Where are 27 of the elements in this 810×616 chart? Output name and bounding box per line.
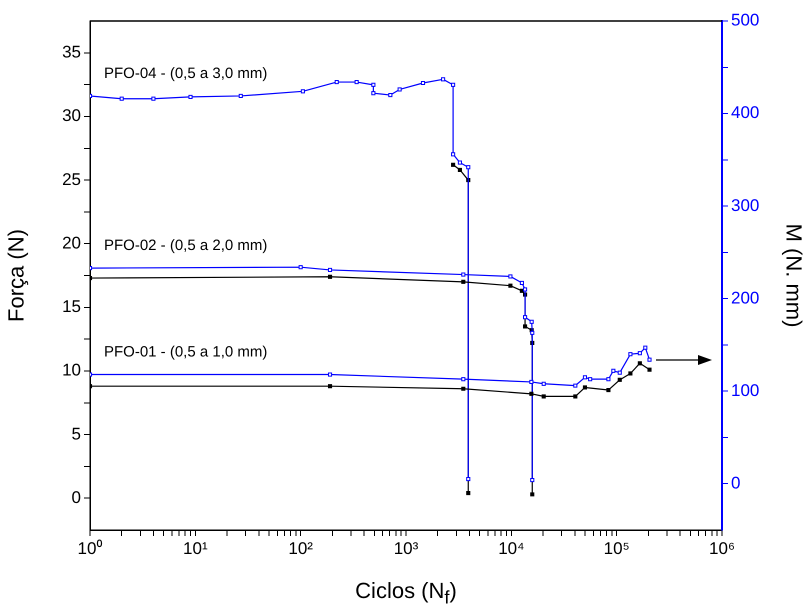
x-axis-title: Ciclos (N$_{f}$) — [354, 578, 458, 608]
x-tick-label: 10³ — [394, 538, 419, 558]
x-tick-label: 10⁴ — [498, 538, 524, 558]
x-tick-label: 10⁰ — [78, 538, 102, 558]
y-tick-label: 0 — [72, 488, 81, 507]
series-label: PFO-04 - (0,5 a 3,0 mm) — [104, 64, 268, 82]
y-tick-label: 25 — [62, 170, 81, 189]
x-tick-label: 10⁶ — [709, 538, 735, 558]
y-tick-label: 15 — [62, 297, 81, 316]
y2-tick-label: 500 — [731, 10, 760, 30]
y-tick-label: 20 — [62, 233, 81, 252]
x-tick-label: 10⁵ — [604, 538, 630, 558]
y-axis-title: Força (N) — [3, 229, 28, 322]
series-label: PFO-02 - (0,5 a 2,0 mm) — [104, 237, 268, 254]
y2-tick-label: 100 — [731, 380, 760, 400]
y-tick-label: 30 — [62, 106, 81, 126]
y-tick-label: 5 — [72, 424, 81, 444]
y2-tick-label: 400 — [731, 103, 760, 122]
y2-tick-label: 0 — [731, 473, 740, 492]
series-label: PFO-01 - (0,5 a 1,0 mm) — [104, 344, 268, 361]
y2-tick-label: 300 — [731, 196, 760, 215]
y-tick-label: 10 — [62, 360, 81, 380]
x-tick-label: 10¹ — [183, 538, 208, 558]
y-tick-label: 35 — [62, 42, 81, 62]
y2-tick-label: 200 — [731, 288, 760, 308]
y2-axis-title: M (N. mm) — [782, 224, 807, 328]
x-tick-label: 10² — [288, 538, 314, 558]
